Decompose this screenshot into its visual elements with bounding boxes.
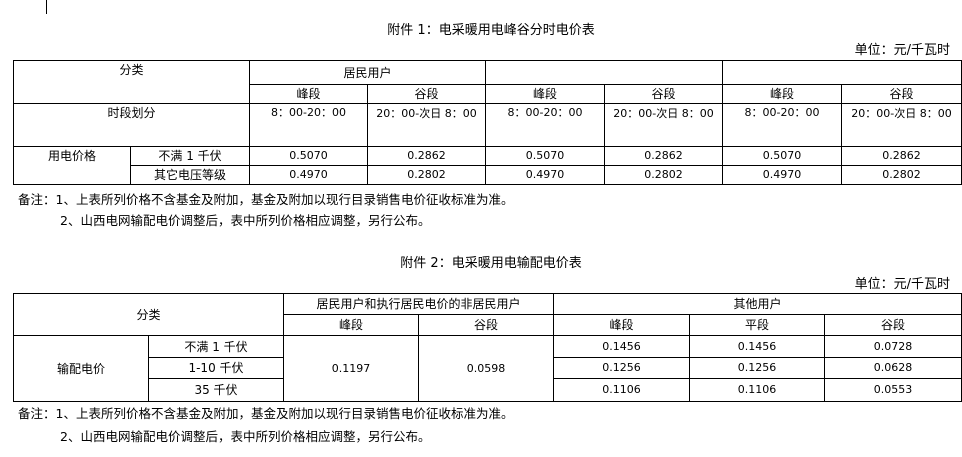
sub-header: 谷段 bbox=[841, 84, 962, 104]
price-cell: 0.5070 bbox=[485, 146, 606, 166]
text-cursor bbox=[46, 0, 47, 14]
group-header: 居民用户 bbox=[249, 60, 487, 85]
row-label: 1-10 千伏 bbox=[147, 357, 285, 379]
table1-title: 附件 1：电采暖用电峰谷分时电价表 bbox=[387, 23, 595, 38]
price-cell: 0.2802 bbox=[841, 165, 962, 185]
row-label: 不满 1 千伏 bbox=[147, 335, 285, 358]
price-cell: 0.2862 bbox=[604, 146, 724, 166]
table1-unit: 单位：元/千瓦时 bbox=[854, 43, 950, 58]
table2-title: 附件 2：电采暖用电输配电价表 bbox=[400, 256, 582, 271]
price-cell: 0.2862 bbox=[841, 146, 962, 166]
price-cell: 0.4970 bbox=[249, 165, 369, 185]
sub-header: 谷段 bbox=[604, 84, 724, 104]
group-header bbox=[722, 60, 962, 85]
period-label: 时段划分 bbox=[12, 103, 251, 147]
group-header bbox=[485, 60, 724, 85]
row-label: 35 千伏 bbox=[147, 378, 285, 402]
price-cell: 0.2802 bbox=[367, 165, 487, 185]
price-cell: 0.1197 bbox=[283, 335, 420, 402]
category-header: 分类 bbox=[12, 293, 285, 336]
price-cell: 0.5070 bbox=[249, 146, 369, 166]
sub-header: 峰段 bbox=[485, 84, 606, 104]
price-cell: 0.0553 bbox=[824, 378, 962, 402]
period-cell: 20：00-次日 8：00 bbox=[367, 103, 487, 147]
table2-note-1: 备注：1、上表所列价格不含基金及附加，基金及附加以现行目录销售电价征收标准为准。 bbox=[18, 406, 514, 421]
row-label: 其它电压等级 bbox=[129, 165, 251, 185]
group-header: 居民用户和执行居民电价的非居民用户 bbox=[283, 293, 555, 315]
price-cell: 0.2862 bbox=[367, 146, 487, 166]
category-header: 分类 bbox=[12, 60, 251, 104]
price-cell: 0.1106 bbox=[689, 378, 826, 402]
period-cell: 8：00-20：00 bbox=[249, 103, 369, 147]
price-cell: 0.4970 bbox=[722, 165, 843, 185]
price-cell: 0.4970 bbox=[485, 165, 606, 185]
price-cell: 0.1456 bbox=[553, 335, 691, 358]
sub-header: 平段 bbox=[689, 314, 826, 336]
sub-header: 谷段 bbox=[367, 84, 487, 104]
price-label: 用电价格 bbox=[13, 146, 131, 185]
sub-header: 峰段 bbox=[283, 314, 420, 336]
sub-header: 峰段 bbox=[249, 84, 369, 104]
sub-header: 峰段 bbox=[553, 314, 691, 336]
price-cell: 0.1256 bbox=[553, 357, 691, 379]
price-cell: 0.0628 bbox=[824, 357, 962, 379]
period-cell: 20：00-次日 8：00 bbox=[841, 103, 962, 147]
peak-valley-price-table: 分类 居民用户 峰段 谷段 峰段 谷段 峰段 谷段 时段划分 8：00-20：0… bbox=[12, 60, 962, 185]
price-cell: 0.0728 bbox=[824, 335, 962, 358]
table1-note-2: 2、山西电网输配电价调整后，表中所列价格相应调整，另行公布。 bbox=[60, 213, 431, 228]
sub-header: 谷段 bbox=[824, 314, 962, 336]
period-cell: 20：00-次日 8：00 bbox=[604, 103, 724, 147]
table2-note-2: 2、山西电网输配电价调整后，表中所列价格相应调整，另行公布。 bbox=[60, 429, 431, 444]
price-label: 输配电价 bbox=[13, 335, 149, 402]
sub-header: 谷段 bbox=[418, 314, 555, 336]
price-cell: 0.0598 bbox=[418, 335, 555, 402]
price-cell: 0.1256 bbox=[689, 357, 826, 379]
price-cell: 0.1456 bbox=[689, 335, 826, 358]
period-cell: 8：00-20：00 bbox=[485, 103, 606, 147]
price-cell: 0.5070 bbox=[722, 146, 843, 166]
transmission-price-table: 分类 居民用户和执行居民电价的非居民用户 其他用户 峰段 谷段 峰段 平段 谷段… bbox=[12, 293, 962, 402]
row-label: 不满 1 千伏 bbox=[129, 146, 251, 166]
price-cell: 0.2802 bbox=[604, 165, 724, 185]
table2-unit: 单位：元/千瓦时 bbox=[854, 277, 950, 292]
table1-note-1: 备注：1、上表所列价格不含基金及附加，基金及附加以现行目录销售电价征收标准为准。 bbox=[18, 192, 514, 207]
period-cell: 8：00-20：00 bbox=[722, 103, 843, 147]
price-cell: 0.1106 bbox=[553, 378, 691, 402]
group-header: 其他用户 bbox=[553, 293, 962, 315]
sub-header: 峰段 bbox=[722, 84, 843, 104]
